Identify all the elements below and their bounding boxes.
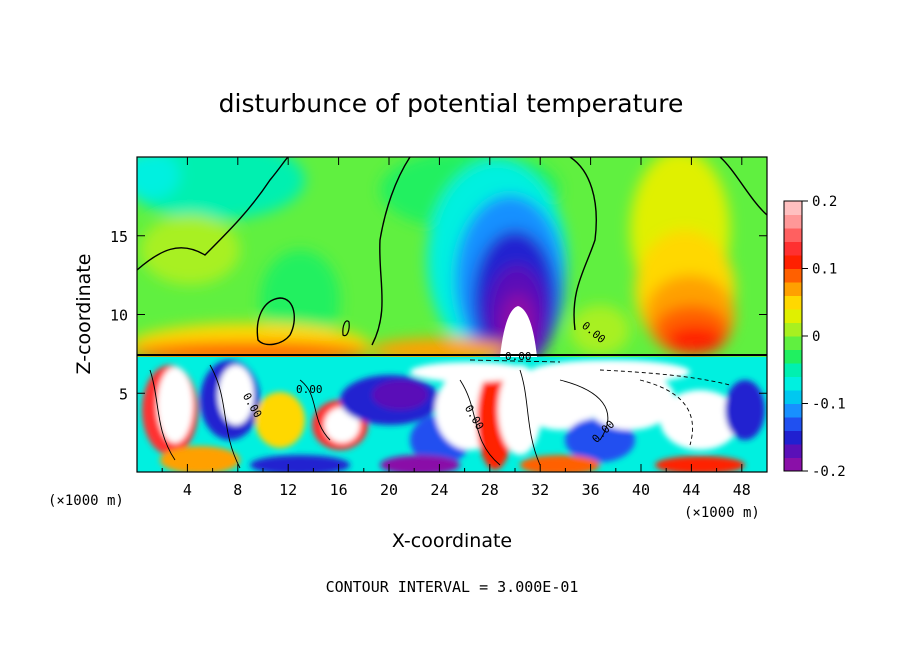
colorbar-swatch — [784, 363, 802, 377]
colorbar-swatch — [784, 417, 802, 431]
lower-field — [137, 357, 767, 472]
colorbar-tick-label: -0.2 — [812, 464, 846, 480]
y-tick-label: 10 — [110, 307, 128, 325]
y-tick-label: 15 — [110, 228, 128, 246]
x-tick-label: 36 — [582, 481, 600, 499]
contour-interval-note: CONTOUR INTERVAL = 3.000E-01 — [326, 578, 579, 596]
x-tick-label: 32 — [531, 481, 549, 499]
colorbar — [784, 201, 802, 472]
x-unit-right: (×1000 m) — [684, 505, 760, 521]
contour-label: 0.00 — [296, 383, 323, 396]
y-axis: 5 10 15 — [110, 228, 767, 403]
colorbar-swatch — [784, 268, 802, 283]
colorbar-swatch — [784, 322, 802, 337]
colorbar-swatch — [784, 457, 802, 472]
upper-field — [137, 157, 767, 357]
colorbar-swatch — [784, 309, 802, 323]
x-axis: 4 8 12 16 20 24 28 32 36 40 44 48 — [161, 157, 751, 499]
colorbar-swatch — [784, 376, 802, 391]
chart-title: disturbunce of potential temperature — [219, 89, 684, 118]
colorbar-swatch — [784, 201, 802, 215]
colorbar-swatch — [784, 282, 802, 296]
y-axis-title: Z-coordinate — [73, 254, 95, 375]
colorbar-swatch — [784, 255, 802, 269]
x-tick-label: 12 — [279, 481, 297, 499]
colorbar-tick-label: 0 — [812, 329, 820, 345]
x-tick-label: 24 — [430, 481, 448, 499]
colorbar-tick-label: -0.1 — [812, 397, 846, 413]
x-tick-label: 40 — [632, 481, 650, 499]
colorbar-swatch — [784, 349, 802, 364]
x-tick-label: 16 — [330, 481, 348, 499]
colorbar-swatch — [784, 390, 802, 404]
colorbar-swatch — [784, 295, 802, 310]
colorbar-swatch — [784, 228, 802, 242]
colorbar-tick-label: 0.1 — [812, 262, 837, 278]
x-tick-label: 8 — [233, 481, 242, 499]
colorbar-swatch — [784, 430, 802, 445]
y-tick-label: 5 — [119, 385, 128, 403]
x-axis-title: X-coordinate — [392, 530, 512, 552]
x-tick-label: 4 — [183, 481, 192, 499]
x-tick-label: 20 — [380, 481, 398, 499]
colorbar-ticks: 0.2 0.1 0 -0.1 -0.2 — [802, 194, 846, 480]
colorbar-swatch — [784, 336, 802, 350]
colorbar-swatch — [784, 214, 802, 229]
x-tick-label: 28 — [481, 481, 499, 499]
colorbar-swatch — [784, 403, 802, 418]
colorbar-swatch — [784, 444, 802, 458]
x-tick-label: 44 — [682, 481, 700, 499]
x-unit-left: (×1000 m) — [48, 493, 124, 509]
colorbar-tick-label: 0.2 — [812, 194, 837, 210]
contour-label: 0.00 — [505, 350, 532, 363]
x-tick-label: 48 — [733, 481, 751, 499]
colorbar-swatch — [784, 241, 802, 256]
